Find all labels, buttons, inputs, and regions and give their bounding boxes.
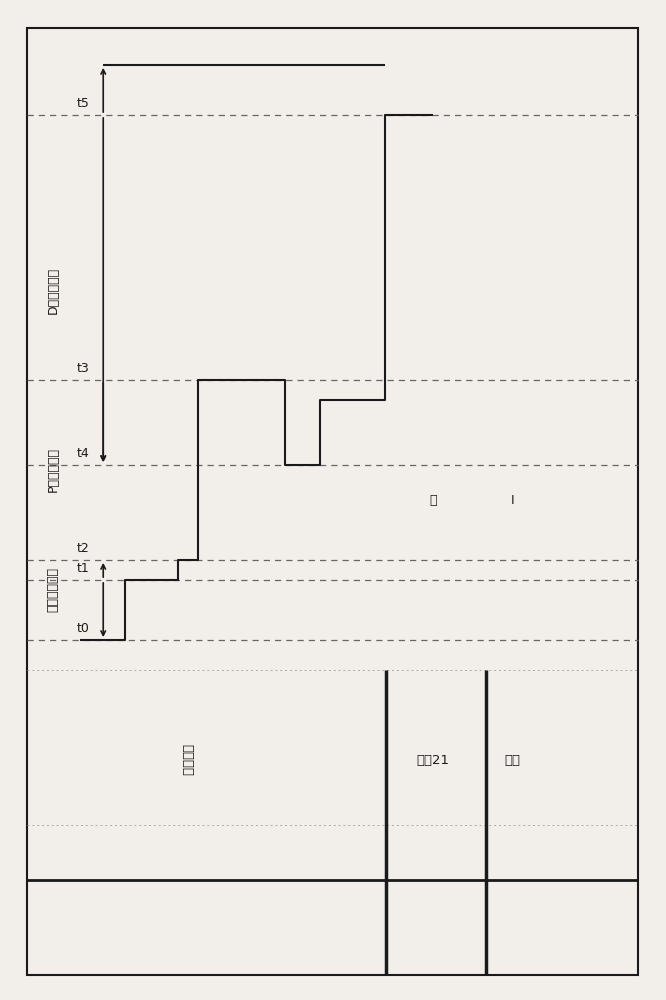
Text: 參考信號: 參考信號 (180, 744, 193, 776)
Text: t4: t4 (77, 447, 90, 460)
Text: D相比較時段: D相比較時段 (47, 266, 60, 314)
Text: 開關21: 開關21 (416, 754, 450, 766)
Text: 高: 高 (429, 493, 437, 506)
Text: t2: t2 (77, 542, 90, 555)
Text: 電流: 電流 (505, 754, 521, 766)
Text: t3: t3 (77, 362, 90, 375)
Text: t0: t0 (77, 622, 90, 635)
Text: I: I (511, 493, 515, 506)
Text: 自動調零時段: 自動調零時段 (47, 567, 60, 612)
Text: t5: t5 (77, 97, 90, 110)
Text: t1: t1 (77, 562, 90, 575)
Text: P相比較時段: P相比較時段 (47, 448, 60, 492)
